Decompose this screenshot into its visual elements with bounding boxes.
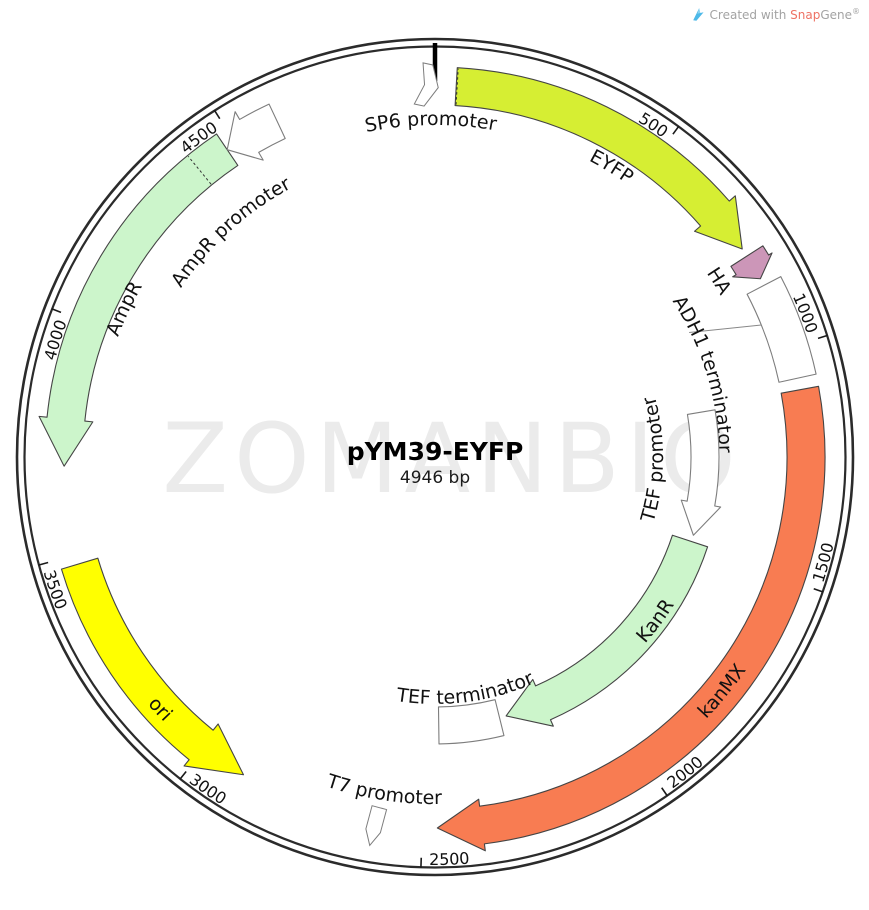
feature-ha[interactable]	[731, 246, 772, 279]
feature-label-ha[interactable]: HA	[702, 264, 735, 299]
tick-mark-2000	[662, 788, 668, 796]
feature-ori[interactable]	[61, 558, 243, 775]
tick-mark-4000	[52, 309, 61, 313]
registered-mark: ®	[852, 7, 860, 16]
snapgene-logo-icon	[691, 7, 705, 22]
tick-label-2500: 2500	[429, 849, 470, 869]
feature-label-t7-promoter[interactable]: T7 promoter	[323, 770, 442, 809]
brand-gene: Gene	[820, 8, 852, 22]
feature-t7-promoter[interactable]	[362, 806, 387, 848]
feature-sp6-promoter[interactable]	[414, 63, 442, 108]
snapgene-credit: Created with SnapGene®	[691, 7, 860, 22]
tick-mark-3000	[180, 771, 186, 779]
plasmid-name: pYM39-EYFP	[347, 437, 524, 466]
tick-mark-3500	[38, 562, 48, 565]
credit-text: Created with	[710, 8, 787, 22]
tick-label-3000: 3000	[186, 770, 230, 808]
feature-ampr-promoter[interactable]	[227, 104, 285, 160]
plasmid-length: 4946 bp	[400, 468, 470, 488]
tick-mark-4500	[214, 110, 219, 118]
brand-snap: Snap	[790, 8, 820, 22]
feature-kanr[interactable]	[506, 535, 707, 726]
tick-mark-1500	[814, 589, 823, 592]
feature-label-sp6-promoter[interactable]: SP6 promoter	[363, 108, 498, 137]
tick-mark-500	[673, 126, 679, 134]
tick-mark-1000	[818, 335, 828, 338]
